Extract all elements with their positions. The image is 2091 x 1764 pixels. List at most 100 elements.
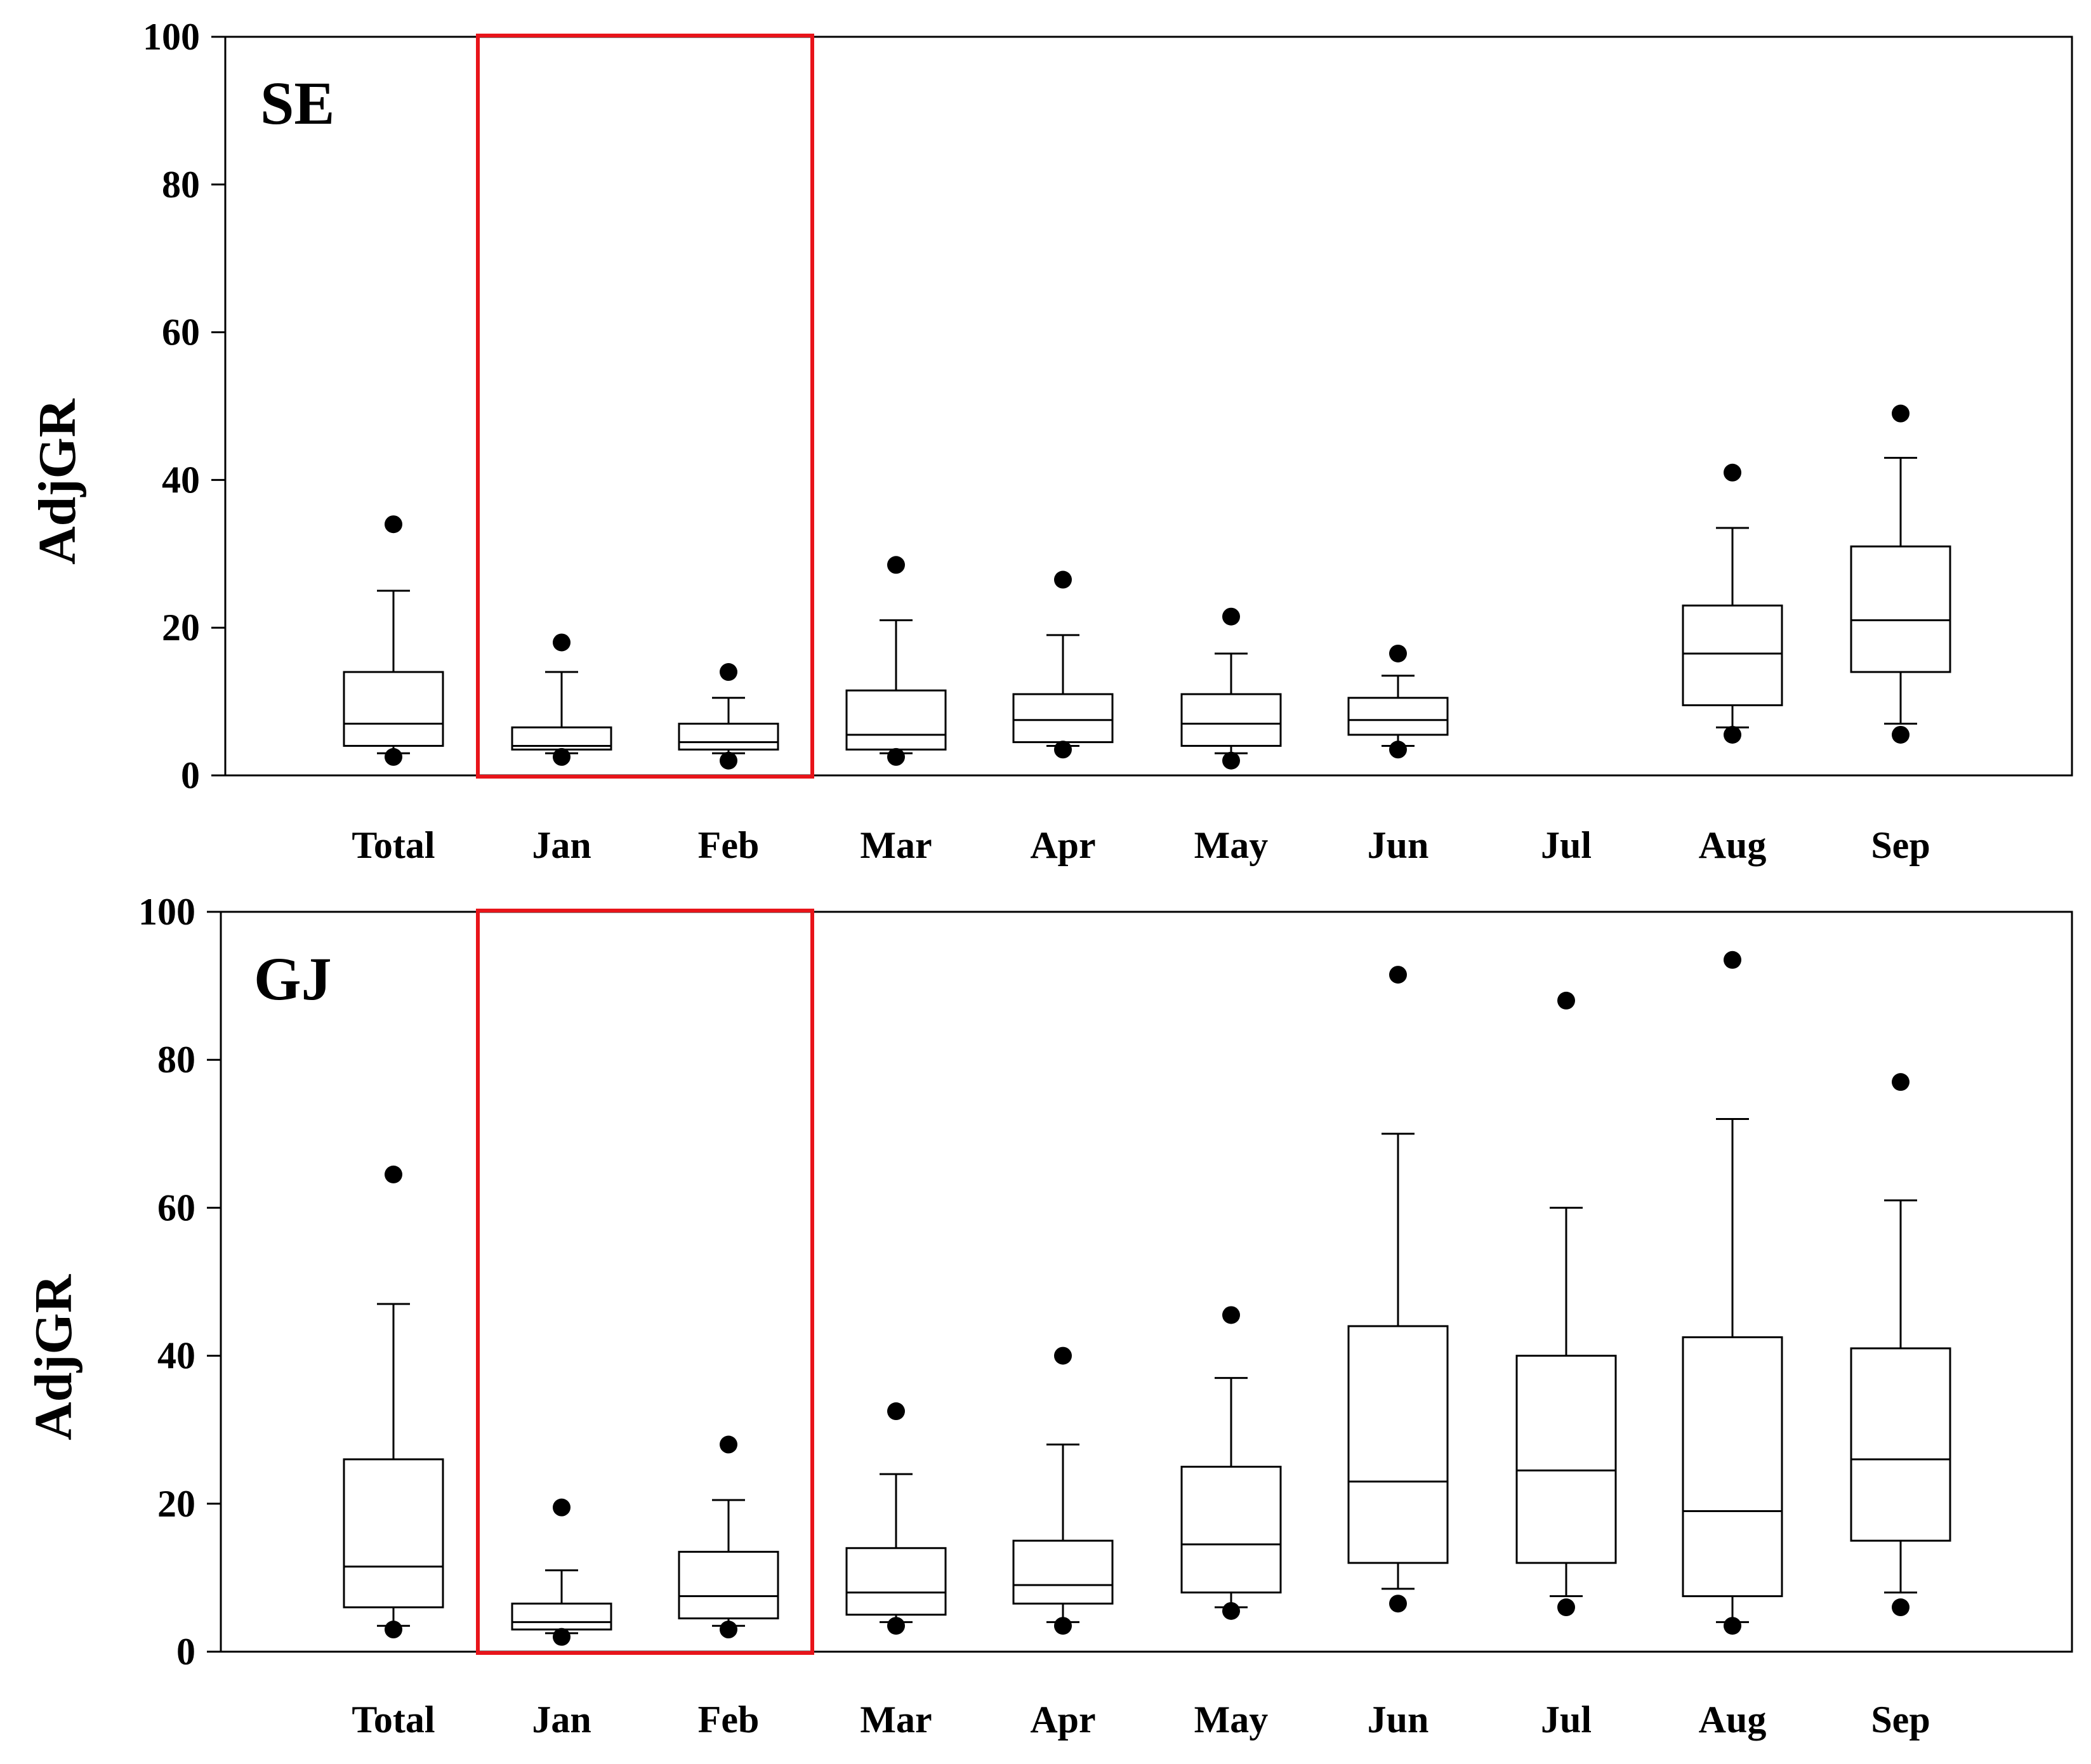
outlier-point xyxy=(385,515,402,534)
iqr-box xyxy=(343,1458,444,1609)
outlier-point xyxy=(720,663,737,681)
box-feb xyxy=(678,1435,779,1639)
iqr-box xyxy=(845,1547,947,1616)
y-tick-label: 40 xyxy=(162,459,200,501)
outlier-point xyxy=(720,751,737,770)
outlier-point xyxy=(1724,463,1741,482)
iqr-box xyxy=(1012,1539,1114,1605)
x-tick-label-jul: Jul xyxy=(1541,824,1592,866)
x-tick-label-may: May xyxy=(1194,1699,1269,1741)
box-apr xyxy=(1012,1346,1114,1635)
outlier-point xyxy=(553,1628,571,1646)
plot-frame xyxy=(220,911,2073,1653)
outlier-point xyxy=(553,633,571,652)
iqr-box xyxy=(343,671,444,747)
y-tick-label: 20 xyxy=(157,1483,195,1525)
box-mar xyxy=(845,1402,947,1635)
outlier-point xyxy=(1557,1598,1575,1617)
box-sep xyxy=(1850,404,1951,744)
box-jan xyxy=(511,633,612,766)
x-tick-label-mar: Mar xyxy=(860,824,932,866)
highlight-box xyxy=(476,34,814,779)
x-tick-label-feb: Feb xyxy=(698,824,760,866)
outlier-point xyxy=(887,1617,905,1635)
chart-panel-se: 0 20 40 60 80 100 AdjGR SE Total Jan Feb Mar Apr May J… xyxy=(28,16,2073,866)
iqr-box xyxy=(1850,545,1951,673)
highlight-box xyxy=(476,909,814,1655)
outlier-point xyxy=(1724,951,1741,969)
box-feb xyxy=(678,663,779,770)
outlier-point xyxy=(1389,1595,1407,1613)
outlier-point xyxy=(553,1498,571,1517)
outlier-point xyxy=(385,747,402,766)
iqr-box xyxy=(845,689,947,751)
box-aug xyxy=(1682,463,1783,744)
y-tick-label: 40 xyxy=(157,1335,195,1377)
outlier-point xyxy=(1054,1617,1072,1635)
iqr-box xyxy=(1347,1325,1449,1564)
box-may xyxy=(1180,1306,1282,1620)
iqr-box xyxy=(1682,604,1783,706)
iqr-box xyxy=(1347,697,1449,736)
panel-label: SE xyxy=(260,69,334,137)
outlier-point xyxy=(385,1165,402,1183)
y-tick-label: 20 xyxy=(162,607,200,648)
box-aug xyxy=(1682,951,1783,1635)
panel-label: GJ xyxy=(254,945,332,1013)
y-tick-label: 80 xyxy=(162,164,200,206)
box-mar xyxy=(845,556,947,766)
outlier-point xyxy=(1724,725,1741,744)
outlier-point xyxy=(1222,1602,1240,1620)
box-jun xyxy=(1347,644,1449,759)
outlier-point xyxy=(720,1621,737,1639)
x-tick-label-total: Total xyxy=(352,1699,435,1741)
outlier-point xyxy=(1054,1346,1072,1365)
box-apr xyxy=(1012,570,1114,759)
outlier-point xyxy=(1892,725,1910,744)
outlier-point xyxy=(1892,1598,1910,1617)
iqr-box xyxy=(678,723,779,751)
outlier-point xyxy=(1557,991,1575,1010)
iqr-box xyxy=(1180,693,1282,747)
box-total xyxy=(343,1165,444,1639)
y-axis-title: AdjGR xyxy=(28,398,87,565)
outlier-point xyxy=(1054,570,1072,589)
box-jan xyxy=(511,1498,612,1646)
x-tick-label-jan: Jan xyxy=(532,1699,591,1741)
iqr-box xyxy=(1850,1347,1951,1542)
y-tick-label: 0 xyxy=(176,1631,195,1673)
x-tick-label-jan: Jan xyxy=(532,824,591,866)
box-jul xyxy=(1515,991,1617,1617)
y-tick-label: 100 xyxy=(138,891,195,933)
x-tick-label-apr: Apr xyxy=(1030,1699,1095,1741)
iqr-box xyxy=(1012,693,1114,744)
x-tick-label-jun: Jun xyxy=(1368,824,1429,866)
outlier-point xyxy=(1222,1306,1240,1324)
box-jun xyxy=(1347,966,1449,1613)
outlier-point xyxy=(1389,644,1407,662)
plot-frame xyxy=(224,36,2073,777)
x-tick-label-aug: Aug xyxy=(1699,824,1767,866)
outlier-point xyxy=(385,1621,402,1639)
outlier-point xyxy=(1054,740,1072,759)
x-tick-label-feb: Feb xyxy=(698,1699,760,1741)
outlier-point xyxy=(887,556,905,574)
iqr-box xyxy=(1515,1355,1617,1564)
x-tick-label-jul: Jul xyxy=(1541,1699,1592,1741)
x-tick-label-apr: Apr xyxy=(1030,824,1095,866)
outlier-point xyxy=(1389,740,1407,759)
outlier-point xyxy=(887,1402,905,1421)
box-sep xyxy=(1850,1073,1951,1617)
y-tick-label: 60 xyxy=(157,1187,195,1228)
x-tick-label-sep: Sep xyxy=(1871,824,1930,866)
chart-panel-gj: 0 20 40 60 80 100 AdjGR GJ Total Jan Feb Mar Apr May J… xyxy=(24,891,2073,1741)
x-tick-label-aug: Aug xyxy=(1699,1699,1767,1741)
y-axis-title: AdjGR xyxy=(24,1274,83,1440)
iqr-box xyxy=(678,1551,779,1620)
x-tick-label-sep: Sep xyxy=(1871,1699,1930,1741)
y-tick-label: 100 xyxy=(143,16,200,58)
outlier-point xyxy=(720,1435,737,1454)
x-tick-label-may: May xyxy=(1194,824,1269,866)
iqr-box xyxy=(1180,1466,1282,1594)
